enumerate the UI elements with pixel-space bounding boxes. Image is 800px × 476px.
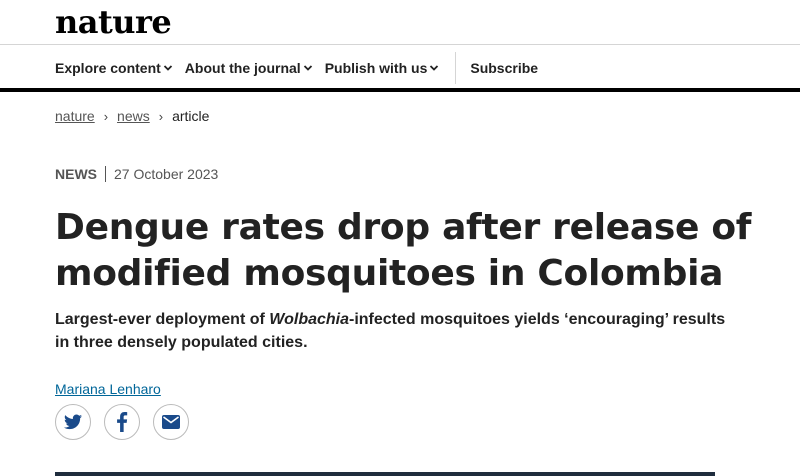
article-standfirst: Largest-ever deployment of Wolbachia-inf… [55, 308, 735, 354]
share-buttons [55, 404, 202, 440]
chevron-down-icon [303, 65, 312, 71]
nav-subscribe[interactable]: Subscribe [470, 60, 538, 76]
share-email-button[interactable] [153, 404, 189, 440]
breadcrumb-nature-link[interactable]: nature [55, 108, 95, 124]
breadcrumb-current: article [172, 108, 210, 124]
share-twitter-button[interactable] [55, 404, 91, 440]
article-date: 27 October 2023 [114, 166, 219, 182]
nav-publish-with-us[interactable]: Publish with us [325, 60, 440, 76]
chevron-down-icon [163, 65, 172, 71]
article-type: NEWS [55, 166, 97, 182]
article-title: Dengue rates drop after release of modif… [55, 207, 752, 294]
nav-explore-content[interactable]: Explore content [55, 60, 173, 76]
article-meta: NEWS 27 October 2023 [55, 166, 218, 182]
nature-logo[interactable]: nature [55, 3, 172, 41]
chevron-down-icon [430, 65, 439, 71]
twitter-icon [64, 414, 82, 430]
breadcrumb-news-link[interactable]: news [117, 108, 150, 124]
breadcrumb-separator: › [103, 108, 109, 124]
breadcrumb: nature › news › article [55, 108, 209, 124]
nav-bottom-border [0, 88, 800, 92]
standfirst-text: Largest-ever deployment of [55, 311, 270, 328]
nav-explore-content-label: Explore content [55, 60, 161, 76]
main-nav: Explore content About the journal Publis… [55, 52, 550, 84]
email-icon [162, 415, 180, 429]
standfirst-italic: Wolbachia [269, 311, 349, 328]
nav-subscribe-label: Subscribe [470, 60, 539, 76]
nav-about-journal-label: About the journal [184, 60, 301, 76]
facebook-icon [117, 412, 128, 432]
header-divider [0, 44, 800, 45]
share-facebook-button[interactable] [104, 404, 140, 440]
standfirst-text: -infected mosquitoes yields ‘encouraging… [55, 311, 726, 351]
nav-publish-with-us-label: Publish with us [324, 60, 428, 76]
meta-divider [105, 166, 106, 182]
nav-about-journal[interactable]: About the journal [185, 60, 313, 76]
nav-divider [455, 52, 457, 84]
breadcrumb-separator: › [158, 108, 164, 124]
article-image-top-edge [55, 472, 715, 476]
author-link[interactable]: Mariana Lenharo [55, 381, 161, 397]
